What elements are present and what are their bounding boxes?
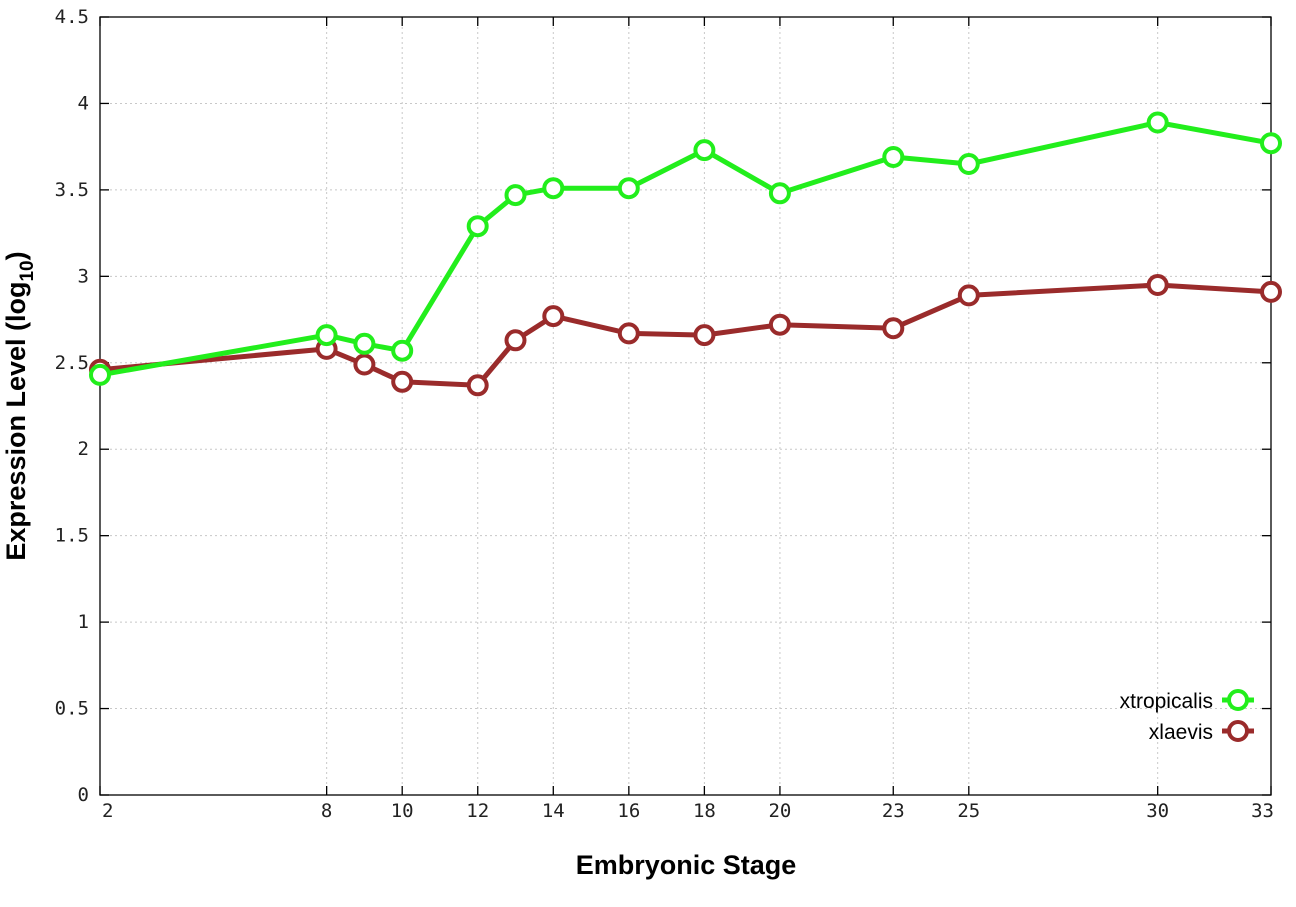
data-point-xtropicalis <box>315 324 338 347</box>
grid-lines <box>100 17 1271 795</box>
legend-label: xlaevis <box>1149 721 1213 744</box>
data-point-xlaevis <box>882 317 905 340</box>
x-tick-label: 23 <box>882 800 905 822</box>
legend-entry-xtropicalis: xtropicalis <box>1120 689 1254 713</box>
y-axis-title-end: ) <box>1 251 31 260</box>
y-tick-label: 2 <box>78 438 89 460</box>
data-point-xlaevis <box>1146 274 1169 296</box>
data-point-xtropicalis <box>89 363 111 386</box>
data-point-xtropicalis <box>693 139 716 162</box>
x-tick-label: 18 <box>693 800 716 822</box>
y-tick-label: 0 <box>78 784 89 806</box>
y-tick-label: 4 <box>78 92 89 114</box>
legend-marker-swatch <box>1227 720 1249 742</box>
plot-frame <box>99 16 1272 796</box>
x-tick-label: 25 <box>957 800 980 822</box>
tick-marks <box>99 16 1272 796</box>
data-point-xtropicalis <box>504 184 527 207</box>
y-tick-label: 3.5 <box>55 179 89 201</box>
legend-entry-xlaevis: xlaevis <box>1149 720 1254 744</box>
legend: xtropicalis xlaevis <box>1120 689 1254 744</box>
x-tick-label: 12 <box>466 800 489 822</box>
x-tick-label: 33 <box>1251 800 1274 822</box>
series-xlaevis <box>89 274 1282 397</box>
y-tick-label: 2.5 <box>55 352 89 374</box>
data-point-xtropicalis <box>466 215 489 238</box>
data-point-xlaevis <box>957 284 980 307</box>
series-layer <box>89 111 1282 397</box>
x-tick-label: 16 <box>617 800 640 822</box>
data-point-xtropicalis <box>882 146 905 168</box>
series-line-xlaevis <box>99 282 1272 388</box>
data-point-xlaevis <box>1260 280 1282 303</box>
data-point-xtropicalis <box>1146 111 1169 134</box>
y-tick-label: 3 <box>78 265 89 287</box>
x-tick-label: 14 <box>542 800 565 822</box>
data-point-xlaevis <box>466 374 489 397</box>
y-axis-title: Expression Level (log10) <box>1 251 38 560</box>
y-tick-label: 4.5 <box>55 6 89 28</box>
data-point-xtropicalis <box>768 182 791 205</box>
data-point-xlaevis <box>617 322 640 345</box>
data-point-xlaevis <box>542 305 565 328</box>
x-tick-label: 30 <box>1146 800 1169 822</box>
data-point-xlaevis <box>391 370 414 393</box>
series-xtropicalis <box>89 111 1282 386</box>
y-axis-title-subscript: 10 <box>17 260 38 281</box>
data-point-xlaevis <box>353 353 376 376</box>
legend-label: xtropicalis <box>1120 690 1213 713</box>
x-axis-title: Embryonic Stage <box>576 850 797 880</box>
y-tick-labels: 0 0.5 1 1.5 2 2.5 3 3.5 4 4.5 <box>55 6 89 806</box>
x-tick-label: 2 <box>102 800 113 822</box>
data-point-xtropicalis <box>617 177 640 200</box>
data-point-xtropicalis <box>391 339 414 362</box>
data-point-xlaevis <box>504 329 527 352</box>
data-point-xlaevis <box>768 313 791 336</box>
data-point-xtropicalis <box>957 153 980 175</box>
data-point-xlaevis <box>693 324 716 347</box>
data-point-xtropicalis <box>1260 132 1282 155</box>
data-point-xtropicalis <box>542 177 565 200</box>
legend-marker-swatch <box>1227 689 1249 711</box>
x-tick-label: 10 <box>391 800 414 822</box>
x-tick-labels: 2 8 10 12 14 16 18 20 23 25 30 33 <box>102 800 1274 822</box>
x-tick-label: 20 <box>768 800 791 822</box>
y-axis-title-main: Expression Level (log <box>1 282 31 561</box>
y-tick-label: 1.5 <box>55 525 89 547</box>
y-tick-label: 1 <box>78 611 89 633</box>
y-tick-label: 0.5 <box>55 698 89 720</box>
x-tick-label: 8 <box>321 800 332 822</box>
data-point-xtropicalis <box>353 332 376 355</box>
